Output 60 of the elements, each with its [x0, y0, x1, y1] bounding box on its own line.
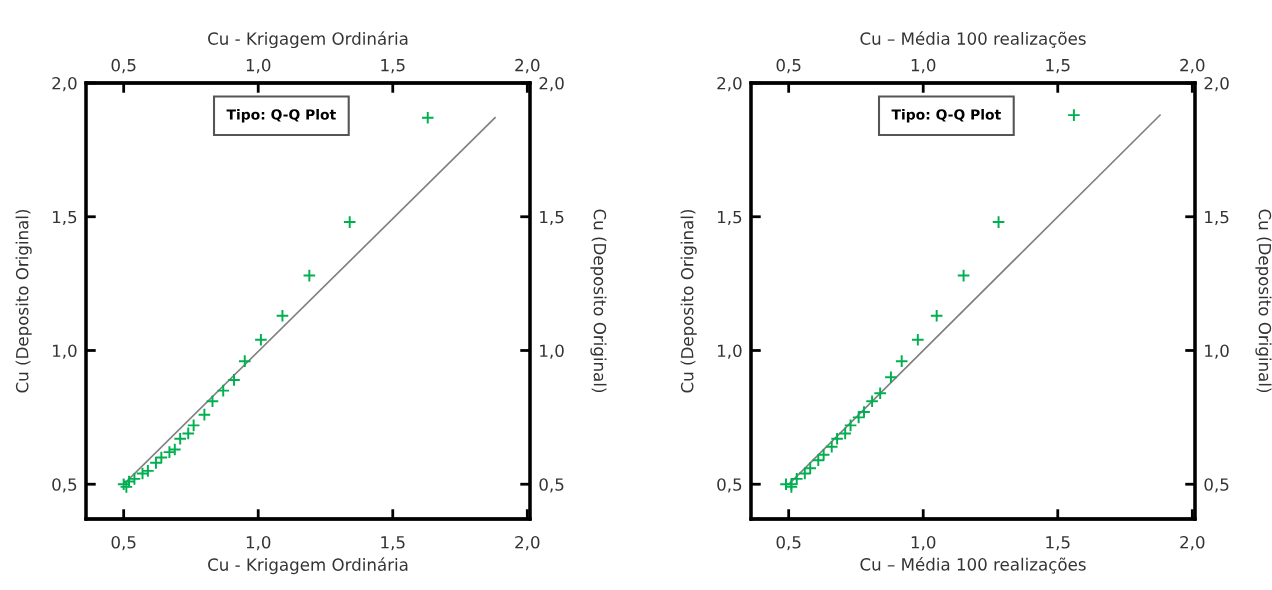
x-tick-label: 1,0	[911, 58, 936, 74]
x2-tick-label: 0,5	[111, 535, 136, 551]
point	[275, 308, 290, 323]
y2-axis-title: Cu (Deposito Original)	[1255, 209, 1272, 393]
y2-tick-label: 1,0	[540, 344, 564, 359]
y-tick-label: 0,5	[52, 478, 77, 493]
point	[884, 370, 898, 385]
annotation: Tipo: Q-Q Plot	[226, 108, 336, 123]
x2-tick-label: 0,5	[776, 535, 801, 551]
point	[216, 383, 231, 398]
y2-tick-label: 2,0	[1204, 76, 1229, 92]
point	[779, 477, 793, 492]
x2-tick-label: 1,5	[1046, 536, 1070, 551]
y2-tick-label: 0,5	[539, 478, 564, 493]
x-tick-label: 0,5	[111, 58, 136, 74]
point	[342, 215, 357, 229]
y2-tick-label: 1,0	[1205, 344, 1229, 359]
x2-axis-title: Cu – Média 100 realizações	[860, 31, 1086, 48]
x-tick-label: 1,5	[1046, 59, 1070, 74]
annotation: Tipo: Q-Q Plot	[891, 108, 1001, 123]
point	[302, 268, 317, 283]
point	[205, 394, 220, 409]
x2-tick-label: 1,5	[381, 536, 405, 551]
y2-tick-label: 1,5	[1205, 210, 1229, 226]
point	[197, 407, 212, 422]
y-axis-title: Cu (Deposito Original)	[15, 209, 32, 393]
x-axis-title: Cu - Krigagem Ordinária	[208, 557, 408, 575]
y-tick-label: 1,5	[717, 210, 742, 226]
x-tick-label: 0,5	[776, 58, 801, 74]
point	[227, 373, 241, 387]
y-tick-label: 1,0	[717, 344, 742, 359]
y-tick-label: 1,0	[52, 344, 77, 359]
point	[911, 333, 925, 347]
y2-axis-title: Cu (Deposito Original)	[590, 209, 607, 393]
y-tick-label: 0,5	[717, 478, 742, 493]
point	[1067, 108, 1081, 122]
point	[894, 354, 909, 368]
y-tick-label: 1,5	[52, 210, 77, 226]
x2-axis-title: Cu - Krigagem Ordinária	[208, 31, 408, 49]
y-tick-label: 2,0	[717, 76, 742, 92]
point	[956, 268, 971, 283]
point	[254, 333, 268, 347]
point	[237, 354, 252, 368]
x-tick-label: 2,0	[1180, 58, 1205, 74]
y2-tick-label: 1,5	[540, 210, 564, 226]
x-tick-label: 2,0	[515, 58, 540, 74]
y2-tick-label: 0,5	[1204, 478, 1229, 493]
x-tick-label: 1,5	[381, 59, 405, 74]
y-axis-title: Cu (Deposito Original)	[680, 209, 697, 393]
x-axis-title: Cu – Média 100 realizações	[860, 557, 1086, 574]
y2-tick-label: 2,0	[539, 76, 564, 92]
y-tick-label: 2,0	[52, 76, 77, 92]
x2-tick-label: 1,0	[911, 535, 936, 551]
point	[420, 110, 435, 125]
point	[929, 308, 944, 323]
point	[991, 215, 1006, 229]
x2-tick-label: 2,0	[1180, 535, 1205, 551]
x2-tick-label: 2,0	[515, 535, 540, 551]
x2-tick-label: 1,0	[246, 535, 271, 551]
x-tick-label: 1,0	[246, 58, 271, 74]
